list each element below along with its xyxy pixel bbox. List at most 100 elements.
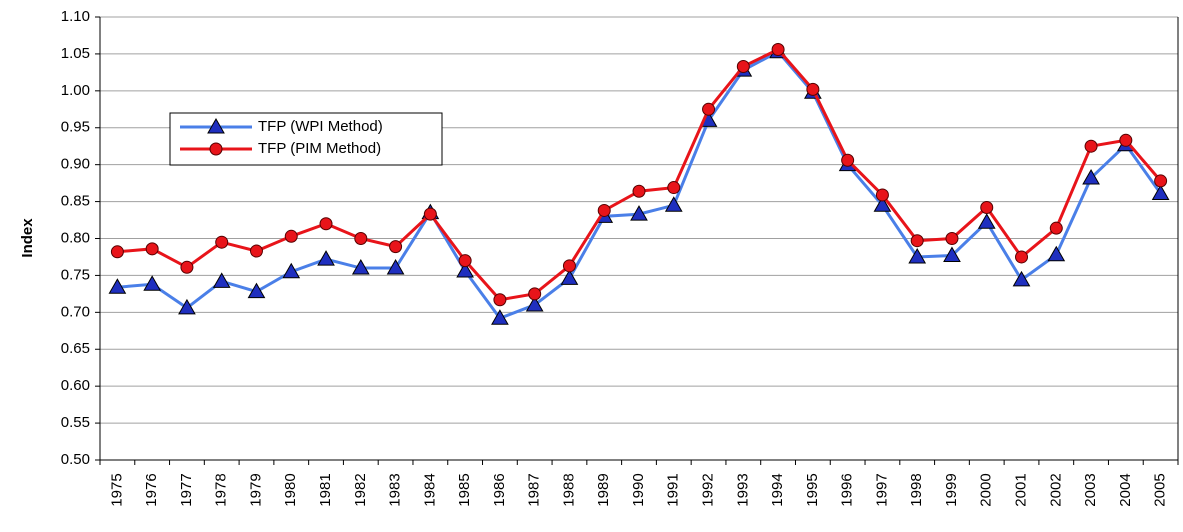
data-point: [632, 184, 646, 198]
x-tick-label: 1993: [734, 473, 751, 506]
x-tick-label: 1978: [213, 473, 230, 506]
data-point: [525, 295, 544, 312]
data-point: [178, 298, 196, 315]
data-point: [458, 254, 472, 268]
data-point: [212, 272, 231, 288]
data-point: [562, 259, 576, 273]
legend-marker: [207, 117, 225, 134]
legend-label: TFP (PIM Method): [258, 140, 381, 157]
data-point: [423, 207, 437, 221]
data-point: [456, 261, 474, 278]
data-point: [630, 205, 648, 221]
x-tick-label: 1980: [282, 473, 299, 506]
data-point: [873, 196, 892, 212]
data-point: [1154, 174, 1168, 188]
x-tick-label: 1998: [908, 473, 925, 506]
x-tick-label: 1976: [143, 473, 160, 506]
data-point: [943, 246, 961, 262]
series-line: [117, 47, 1162, 302]
data-point: [215, 235, 229, 249]
data-point: [317, 250, 335, 266]
y-tick-label: 0.75: [61, 266, 90, 283]
y-tick-label: 0.90: [61, 156, 90, 173]
data-point: [493, 293, 507, 307]
data-point: [980, 200, 994, 214]
x-tick-label: 1982: [352, 473, 369, 506]
y-tick-label: 0.60: [61, 377, 90, 394]
data-point: [491, 309, 509, 325]
data-point: [247, 282, 266, 299]
y-tick-label: 1.05: [61, 45, 90, 62]
y-tick-label: 1.00: [61, 82, 90, 99]
data-point: [806, 82, 820, 96]
x-tick-label: 2005: [1152, 473, 1169, 506]
x-tick-label: 1979: [247, 473, 264, 506]
data-point: [282, 262, 301, 279]
x-tick-label: 2001: [1012, 473, 1029, 506]
y-tick-label: 0.55: [61, 414, 90, 431]
data-point: [249, 244, 263, 258]
x-tick-label: 1992: [700, 473, 717, 506]
data-point: [143, 275, 162, 291]
x-tick-label: 2004: [1117, 473, 1134, 506]
x-tick-label: 2003: [1082, 473, 1099, 506]
data-point: [319, 217, 333, 231]
data-point: [945, 232, 959, 245]
x-tick-label: 1985: [456, 473, 473, 506]
legend-label: TFP (WPI Method): [258, 118, 383, 135]
x-tick-label: 1996: [839, 473, 856, 506]
x-tick-label: 1988: [560, 473, 577, 506]
data-point: [354, 232, 368, 245]
x-tick-label: 1991: [665, 473, 682, 506]
y-tick-label: 0.70: [61, 303, 90, 320]
x-tick-label: 1984: [421, 473, 438, 506]
data-point: [1047, 245, 1066, 262]
data-point: [875, 188, 889, 202]
x-tick-label: 1995: [804, 473, 821, 506]
data-point: [389, 240, 403, 254]
data-point: [528, 287, 542, 301]
data-point: [351, 259, 370, 275]
y-tick-label: 0.65: [61, 340, 90, 357]
data-point: [180, 260, 194, 274]
x-tick-label: 1975: [108, 473, 125, 506]
x-tick-label: 2000: [978, 473, 995, 506]
data-point: [560, 269, 579, 285]
x-tick-label: 1977: [178, 473, 195, 506]
data-point: [110, 245, 124, 259]
data-point: [771, 42, 785, 56]
data-point: [977, 213, 996, 229]
y-tick-label: 0.80: [61, 229, 90, 246]
x-tick-label: 1997: [873, 473, 890, 506]
data-point: [908, 247, 927, 264]
data-point: [597, 203, 611, 217]
data-point: [702, 102, 716, 116]
y-tick-label: 0.50: [61, 451, 90, 468]
data-point: [910, 234, 924, 248]
data-point: [145, 242, 159, 256]
data-point: [386, 259, 405, 275]
data-point: [841, 153, 855, 167]
data-point: [1015, 250, 1029, 264]
data-point: [667, 181, 681, 195]
legend-marker: [209, 142, 223, 156]
data-point: [1119, 133, 1133, 147]
x-tick-label: 1999: [943, 473, 960, 506]
data-point: [108, 278, 127, 294]
data-point: [1082, 168, 1100, 185]
y-tick-label: 1.10: [61, 8, 90, 25]
y-tick-label: 0.95: [61, 119, 90, 136]
x-tick-label: 1990: [630, 473, 647, 506]
x-tick-label: 1989: [595, 473, 612, 506]
x-tick-label: 1987: [526, 473, 543, 506]
data-point: [1151, 184, 1170, 200]
y-tick-label: 0.85: [61, 193, 90, 210]
x-tick-label: 1986: [491, 473, 508, 506]
x-tick-label: 1983: [387, 473, 404, 506]
data-point: [1049, 221, 1063, 235]
y-axis-label: Index: [19, 218, 36, 258]
x-tick-label: 1994: [769, 473, 786, 506]
data-point: [736, 59, 750, 73]
data-point: [284, 229, 298, 243]
